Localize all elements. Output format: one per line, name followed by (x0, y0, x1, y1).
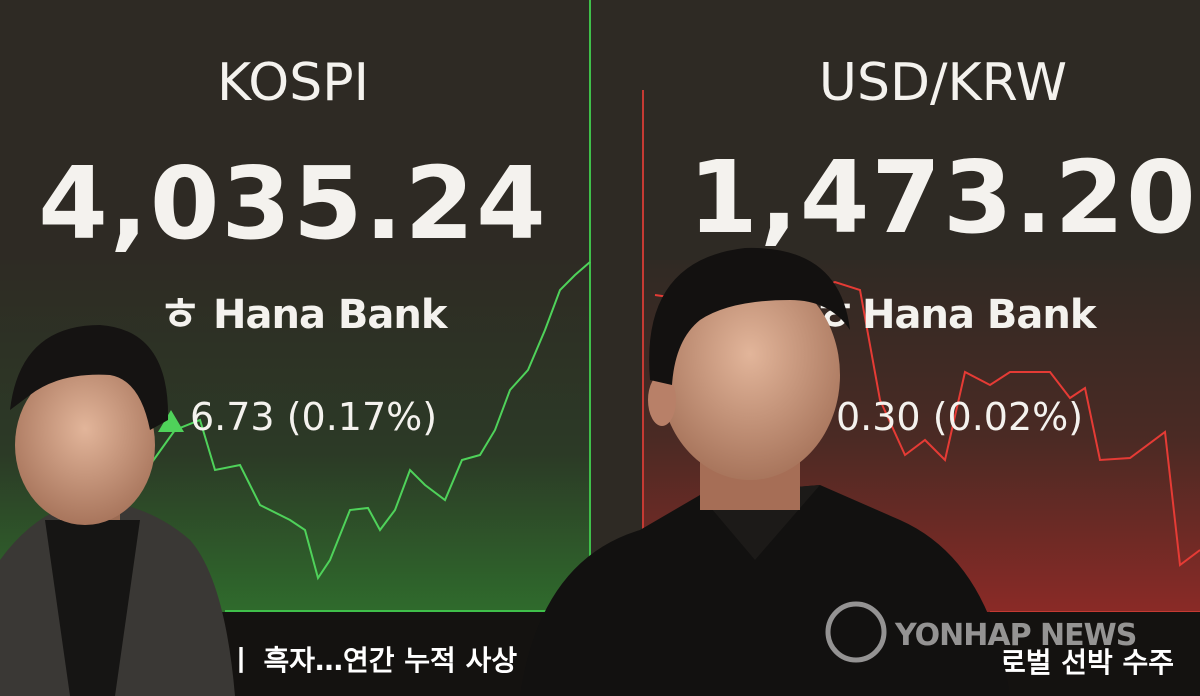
ticker-left: ㅣ 흑자…연간 누적 사상 (228, 644, 517, 677)
watermark: YONHAP NEWS (894, 618, 1136, 653)
usdkrw-brand: Hana Bank (862, 292, 1098, 338)
ticker-right: 로벌 선박 수주 (1000, 646, 1174, 679)
watermark-logo (825, 601, 887, 663)
usdkrw-value: 1,473.20 (688, 139, 1197, 256)
kospi-value: 4,035.24 (38, 145, 547, 262)
hana-logo: ㅎ (159, 287, 201, 341)
kospi-title: KOSPI (217, 53, 369, 113)
kospi-change: 6.73 (0.17%) (190, 395, 437, 439)
usdkrw-title: USD/KRW (819, 53, 1067, 113)
kospi-brand: Hana Bank (213, 292, 449, 338)
usdkrw-change: 0.30 (0.02%) (836, 395, 1083, 439)
person-center (520, 247, 1010, 696)
kospi-line (149, 261, 591, 581)
up-arrow (158, 410, 184, 432)
person-left (0, 325, 235, 696)
